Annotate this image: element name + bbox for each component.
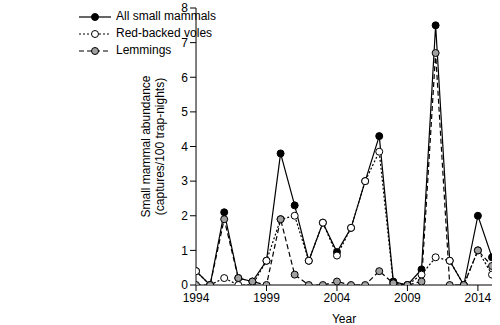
svg-text:5: 5 xyxy=(181,105,188,119)
svg-text:7: 7 xyxy=(181,36,188,50)
svg-text:8: 8 xyxy=(181,1,188,15)
svg-text:1994: 1994 xyxy=(183,291,210,305)
svg-text:2009: 2009 xyxy=(394,291,421,305)
svg-text:0: 0 xyxy=(181,278,188,292)
svg-text:4: 4 xyxy=(181,140,188,154)
svg-text:2004: 2004 xyxy=(324,291,351,305)
svg-text:1999: 1999 xyxy=(253,291,280,305)
svg-text:Small mammal abundance(capture: Small mammal abundance(captures/100 trap… xyxy=(139,75,167,217)
svg-text:Year: Year xyxy=(332,312,356,325)
svg-text:3: 3 xyxy=(181,174,188,188)
svg-text:6: 6 xyxy=(181,71,188,85)
svg-text:1: 1 xyxy=(181,244,188,258)
svg-text:2014: 2014 xyxy=(465,291,492,305)
svg-text:2: 2 xyxy=(181,209,188,223)
